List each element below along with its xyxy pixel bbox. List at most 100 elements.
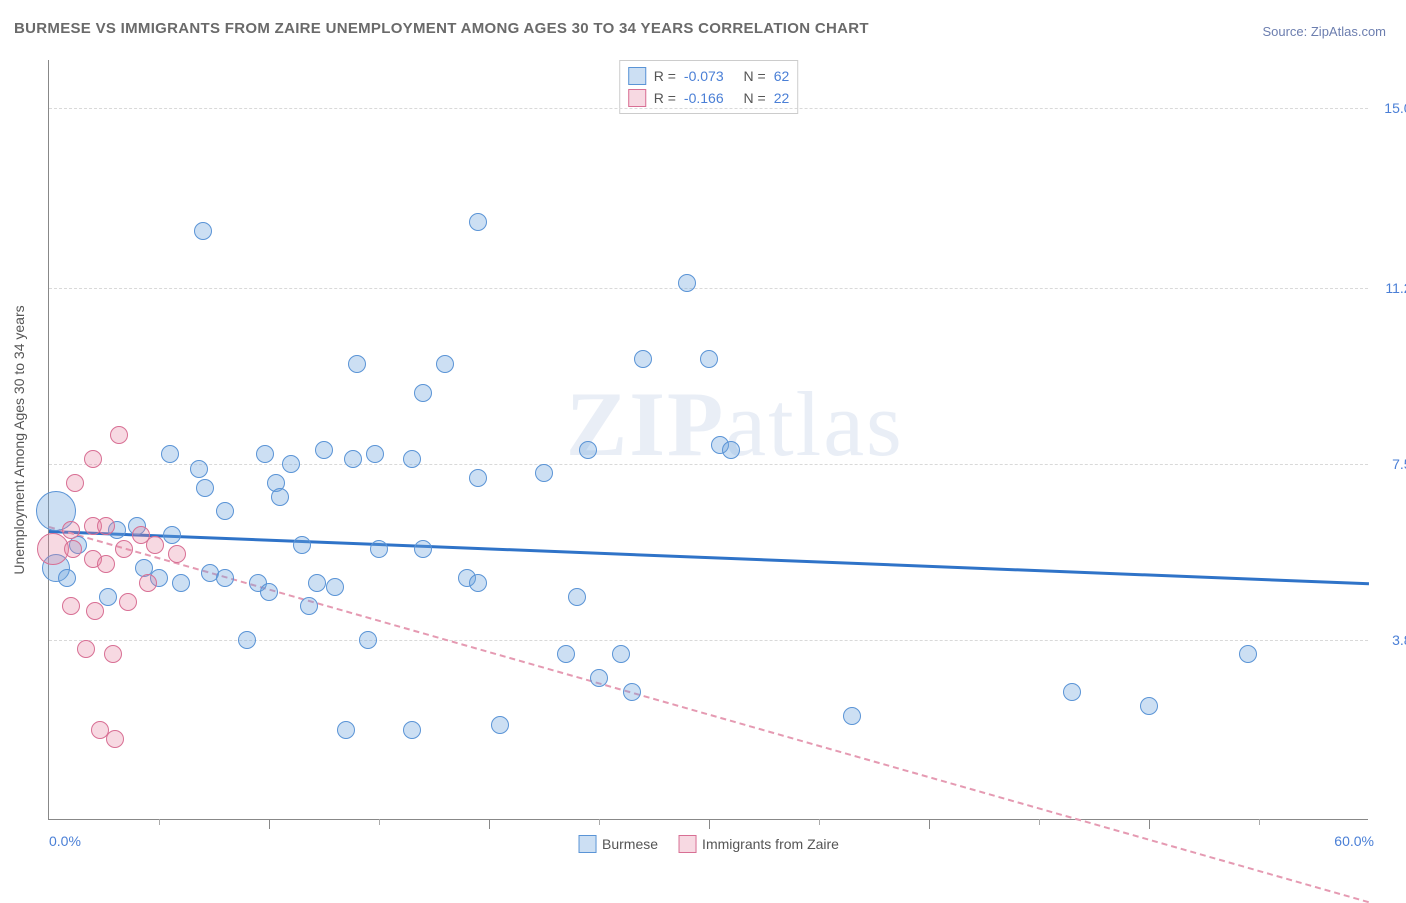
data-point [62,521,80,539]
data-point [623,683,641,701]
data-point [535,464,553,482]
x-tick-minor [1259,819,1260,825]
y-tick-label: 11.2% [1374,280,1406,296]
legend-correlation: R = -0.073 N = 62 R = -0.166 N = 22 [619,60,799,114]
data-point [469,574,487,592]
data-point [86,602,104,620]
data-point [414,540,432,558]
chart-title: BURMESE VS IMMIGRANTS FROM ZAIRE UNEMPLO… [14,20,869,37]
y-tick-label: 15.0% [1374,100,1406,116]
data-point [590,669,608,687]
x-tick [929,819,930,829]
scatter-plot: Unemployment Among Ages 30 to 34 years 0… [48,60,1368,820]
x-tick [709,819,710,829]
data-point [843,707,861,725]
legend-swatch-icon [678,835,696,853]
data-point [315,441,333,459]
data-point [62,597,80,615]
data-point [196,479,214,497]
x-tick-minor [1039,819,1040,825]
data-point [97,517,115,535]
data-point [678,274,696,292]
legend-row-zaire: R = -0.166 N = 22 [628,87,790,109]
x-tick [269,819,270,829]
x-tick-minor [379,819,380,825]
data-point [146,536,164,554]
data-point [722,441,740,459]
data-point [293,536,311,554]
data-point [557,645,575,663]
source-attribution: Source: ZipAtlas.com [1262,24,1386,39]
data-point [366,445,384,463]
data-point [115,540,133,558]
data-point [66,474,84,492]
data-point [300,597,318,615]
data-point [256,445,274,463]
data-point [414,384,432,402]
data-point [194,222,212,240]
y-axis-label: Unemployment Among Ages 30 to 34 years [11,305,27,574]
data-point [139,574,157,592]
data-point [84,450,102,468]
data-point [403,721,421,739]
data-point [104,645,122,663]
data-point [271,488,289,506]
x-tick [489,819,490,829]
data-point [216,502,234,520]
x-tick-minor [599,819,600,825]
data-point [700,350,718,368]
data-point [436,355,454,373]
data-point [58,569,76,587]
data-point [337,721,355,739]
data-point [190,460,208,478]
x-tick [1149,819,1150,829]
legend-item-burmese: Burmese [578,835,658,853]
x-tick-minor [819,819,820,825]
watermark: ZIPatlas [566,371,904,477]
x-axis-min-label: 0.0% [49,833,81,849]
legend-swatch-icon [578,835,596,853]
y-tick-label: 3.8% [1374,632,1406,648]
data-point [403,450,421,468]
data-point [348,355,366,373]
data-point [308,574,326,592]
data-point [1239,645,1257,663]
data-point [172,574,190,592]
data-point [282,455,300,473]
data-point [97,555,115,573]
legend-item-zaire: Immigrants from Zaire [678,835,839,853]
data-point [359,631,377,649]
data-point [64,540,82,558]
data-point [119,593,137,611]
data-point [469,469,487,487]
trendline [49,530,1369,585]
x-axis-max-label: 60.0% [1334,833,1374,849]
data-point [161,445,179,463]
data-point [1063,683,1081,701]
data-point [568,588,586,606]
data-point [168,545,186,563]
data-point [326,578,344,596]
legend-swatch-burmese [628,67,646,85]
data-point [216,569,234,587]
legend-swatch-zaire [628,89,646,107]
data-point [238,631,256,649]
data-point [370,540,388,558]
data-point [260,583,278,601]
x-tick-minor [159,819,160,825]
legend-series: Burmese Immigrants from Zaire [578,835,839,853]
data-point [344,450,362,468]
data-point [106,730,124,748]
gridline [49,108,1368,109]
data-point [1140,697,1158,715]
data-point [99,588,117,606]
data-point [110,426,128,444]
gridline [49,288,1368,289]
data-point [612,645,630,663]
y-tick-label: 7.5% [1374,456,1406,472]
data-point [579,441,597,459]
data-point [469,213,487,231]
data-point [491,716,509,734]
data-point [163,526,181,544]
data-point [77,640,95,658]
